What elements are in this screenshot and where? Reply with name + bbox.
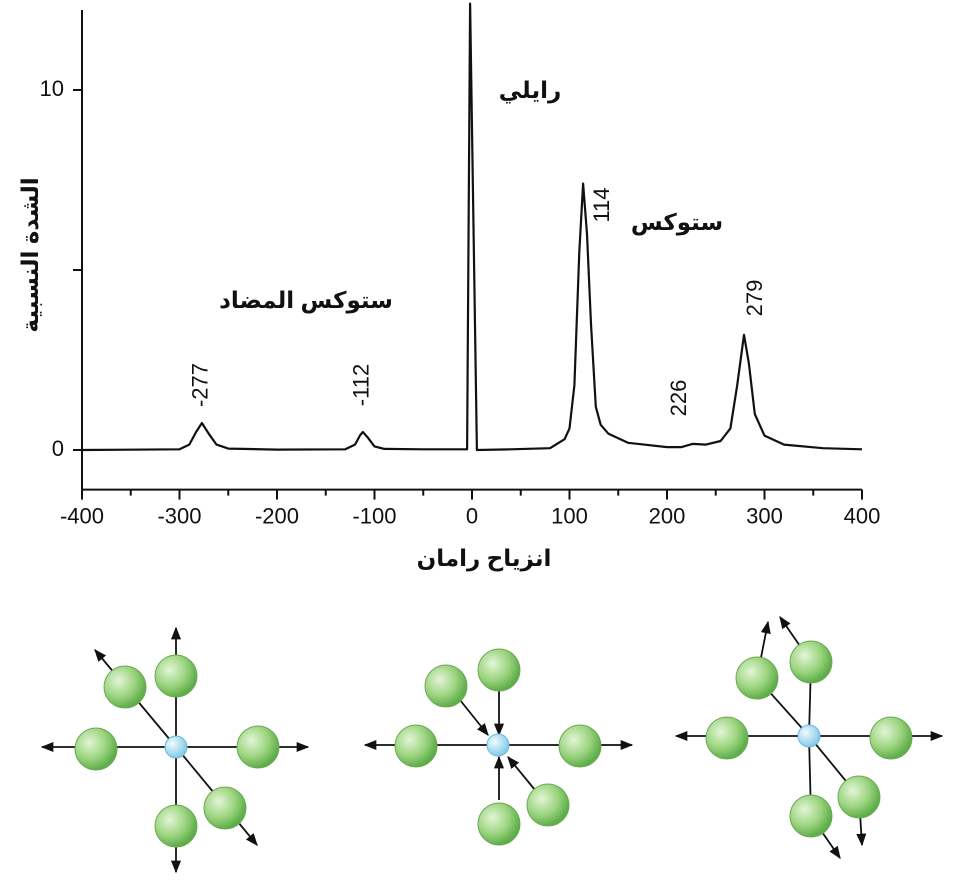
atom (154, 804, 198, 848)
annotation: رايلي (499, 77, 561, 104)
atom (103, 665, 147, 709)
molecule-diagrams (40, 615, 944, 874)
x-tick-label: -100 (352, 503, 396, 528)
peak-label: 226 (666, 380, 691, 417)
x-tick-label: 0 (466, 503, 478, 528)
atom (558, 724, 602, 768)
atom (74, 727, 118, 771)
atom (424, 664, 468, 708)
peak-label: 279 (742, 280, 767, 317)
atom (236, 725, 280, 769)
center-atom (486, 733, 510, 757)
atom (394, 724, 438, 768)
arrow (507, 756, 536, 791)
center-atom (797, 724, 821, 748)
spectrum-line (81, 2, 863, 452)
atom (735, 656, 779, 700)
y-axis-label: الشدة النسبية (17, 177, 43, 332)
x-tick-label: -200 (255, 503, 299, 528)
atom (705, 716, 749, 760)
arrow (459, 699, 489, 736)
atom (526, 783, 570, 827)
atom (154, 654, 198, 698)
y-tick-label: 10 (40, 76, 64, 101)
peak-label: -112 (349, 364, 374, 406)
atom (477, 802, 521, 846)
x-tick-label: 300 (746, 503, 783, 528)
x-tick-label: 100 (551, 503, 588, 528)
annotation: ستوكس (631, 209, 723, 236)
annotation: ستوكس المضاد (219, 287, 393, 314)
peak-label: 114 (589, 187, 614, 222)
y-tick-label: 0 (52, 436, 64, 461)
x-tick-label: 200 (649, 503, 686, 528)
center-atom (164, 735, 188, 759)
atom (789, 640, 833, 684)
atom (869, 716, 913, 760)
x-axis-label: انزياح رامان (417, 545, 552, 572)
atom (789, 794, 833, 838)
atom (203, 786, 247, 830)
atom (477, 648, 521, 692)
peak-label: -277 (188, 363, 213, 407)
atom (837, 775, 881, 819)
x-tick-label: 400 (844, 503, 881, 528)
x-tick-label: -400 (60, 503, 104, 528)
x-tick-label: -300 (157, 503, 201, 528)
